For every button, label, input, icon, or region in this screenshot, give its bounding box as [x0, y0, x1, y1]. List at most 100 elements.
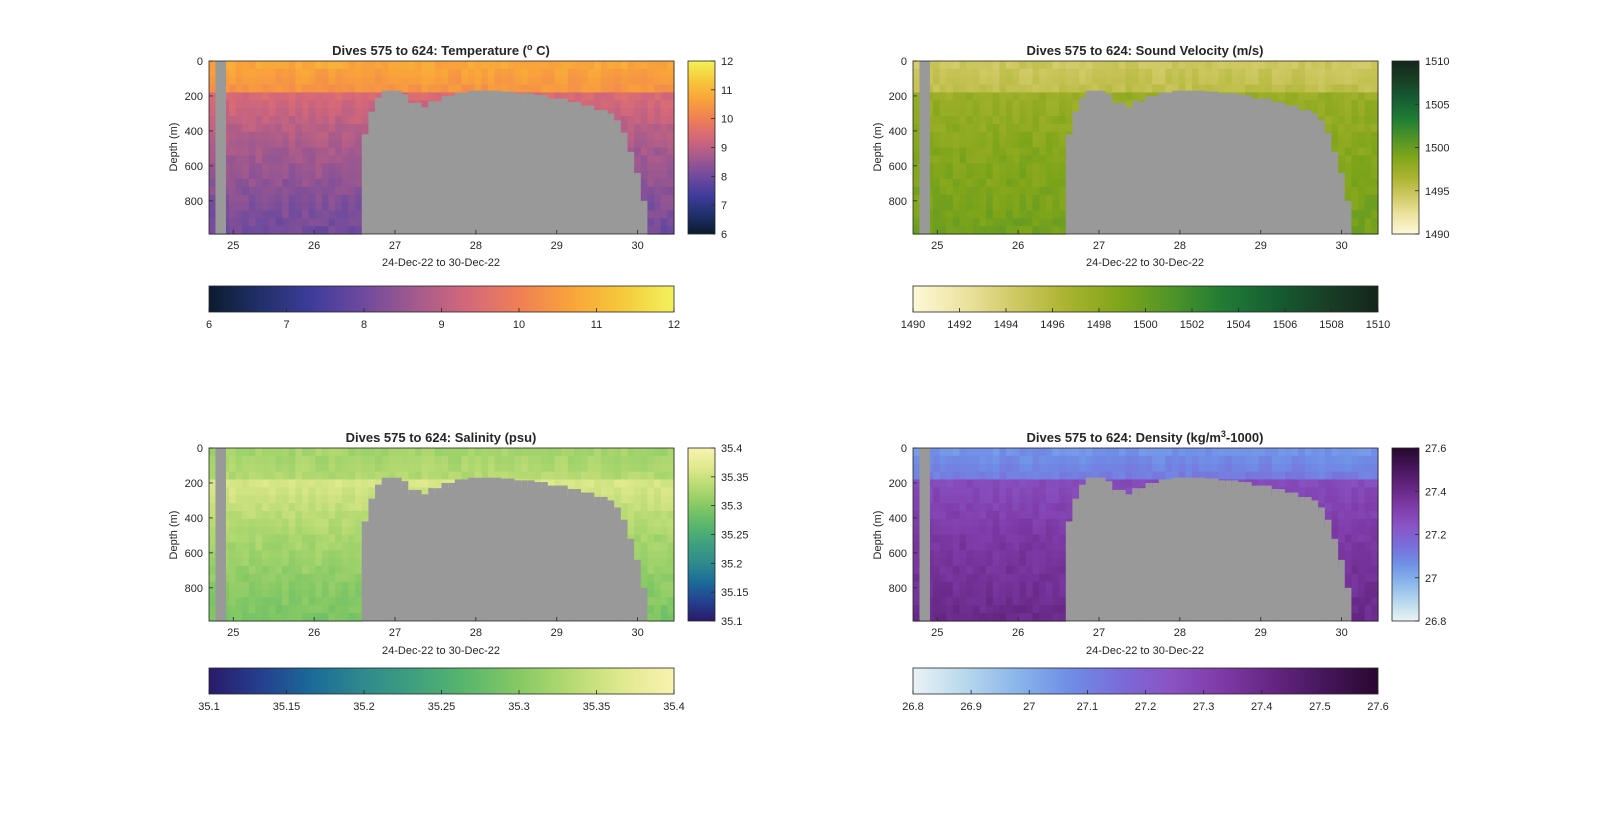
- salinity-cell: [248, 448, 257, 457]
- density-cell: [1025, 448, 1034, 457]
- density-cell: [959, 589, 967, 599]
- salinity-cell: [634, 455, 642, 465]
- salinity-cell: [295, 455, 303, 465]
- salinity-cell: [209, 471, 217, 481]
- sound-velocity-cell: [1172, 76, 1180, 86]
- sound-velocity-cell: [1025, 210, 1034, 219]
- temperature-cell: [620, 84, 629, 94]
- salinity-cell: [355, 565, 363, 575]
- sound-velocity-cell: [946, 186, 954, 196]
- temperature-cell: [361, 76, 370, 86]
- sound-velocity-cell: [1291, 76, 1299, 86]
- sound-velocity-x-label: 24-Dec-22 to 30-Dec-22: [1086, 257, 1204, 269]
- salinity-cell: [315, 503, 323, 512]
- salinity-y-tick-label: 800: [185, 583, 203, 595]
- sound-velocity-cell: [1105, 76, 1113, 86]
- sound-velocity-cell: [966, 139, 974, 149]
- salinity-cell: [660, 471, 668, 481]
- temperature-cell: [282, 100, 290, 109]
- sound-velocity-cell: [1304, 84, 1313, 94]
- temperature-cell: [388, 76, 396, 86]
- sound-velocity-cell: [1025, 171, 1034, 180]
- temperature-cell: [328, 76, 336, 86]
- salinity-cell: [627, 503, 635, 512]
- temperature-cell: [288, 194, 296, 204]
- salinity-cell: [561, 471, 569, 481]
- density-cell: [1012, 550, 1020, 559]
- density-cell: [1185, 455, 1193, 465]
- sound-velocity-cell: [959, 123, 967, 133]
- density-cell: [1045, 565, 1054, 575]
- salinity-cell: [302, 589, 310, 599]
- temperature-cell: [248, 171, 257, 180]
- temperature-cell: [242, 163, 250, 172]
- sound-velocity-cell: [1298, 92, 1306, 101]
- sound-velocity-cell: [1039, 210, 1047, 219]
- density-cell: [1351, 448, 1359, 457]
- sound-velocity-cell: [1344, 68, 1353, 78]
- sound-velocity-cell: [1245, 76, 1253, 86]
- salinity-cell: [275, 518, 283, 528]
- salinity-cell: [640, 487, 649, 496]
- density-cell: [932, 589, 941, 599]
- density-cell: [1012, 605, 1020, 614]
- density-colorbar-h-tick-label: 27.2: [1135, 701, 1156, 713]
- temperature-cell: [255, 76, 263, 86]
- density-cell: [1371, 542, 1379, 551]
- temperature-cell: [660, 147, 668, 156]
- sound-velocity-cell: [1251, 84, 1260, 94]
- temperature-cell: [228, 84, 237, 94]
- salinity-cell: [288, 534, 296, 543]
- sound-velocity-cell: [932, 226, 941, 235]
- density-cell: [1065, 495, 1074, 504]
- salinity-cell: [242, 518, 250, 528]
- temperature-cell: [534, 68, 542, 78]
- sound-velocity-colorbar-horizontal: 1490 1492 1494 1496 1498 1500 1502 1504 1506 1508…: [901, 285, 1390, 331]
- temperature-cell: [667, 131, 675, 141]
- salinity-cell: [600, 479, 609, 488]
- sound-velocity-cell: [1371, 84, 1379, 94]
- density-cell: [1211, 463, 1220, 473]
- density-cell: [1364, 526, 1372, 536]
- temperature-cell: [255, 155, 263, 164]
- sound-velocity-cell: [999, 218, 1007, 227]
- sound-velocity-cell: [979, 68, 987, 78]
- temperature-cell: [667, 202, 675, 212]
- sound-velocity-cell: [1225, 61, 1233, 70]
- temperature-y-tick-label: 200: [185, 91, 203, 103]
- salinity-seafloor-mask: [434, 488, 443, 621]
- temperature-cell: [295, 139, 303, 149]
- temperature-colorbar-v-tick-label: 12: [721, 56, 733, 68]
- sound-velocity-cell: [1205, 68, 1213, 78]
- sound-velocity-cell: [1298, 84, 1306, 94]
- density-cell: [1351, 589, 1359, 599]
- sound-velocity-cell: [952, 186, 961, 196]
- sound-velocity-cell: [1351, 155, 1359, 164]
- sound-velocity-cell: [1358, 84, 1366, 94]
- density-cell: [1351, 542, 1359, 551]
- salinity-cell: [348, 597, 356, 606]
- density-cell: [1291, 479, 1299, 488]
- sound-velocity-cell: [979, 76, 987, 86]
- density-cell: [959, 550, 967, 559]
- salinity-cell: [315, 573, 323, 583]
- temperature-cell: [248, 116, 257, 125]
- sound-velocity-cell: [913, 186, 921, 196]
- density-cell: [1278, 471, 1286, 481]
- sound-velocity-cell: [1245, 61, 1253, 70]
- density-cell: [1344, 495, 1353, 504]
- sound-velocity-cell: [986, 108, 994, 117]
- salinity-cell: [282, 448, 290, 457]
- temperature-cell: [620, 100, 629, 109]
- sound-velocity-cell: [1351, 84, 1359, 94]
- salinity-cell: [488, 455, 496, 465]
- salinity-cell: [647, 565, 655, 575]
- density-cell: [913, 510, 921, 520]
- salinity-cell: [302, 463, 310, 473]
- sound-velocity-cell: [999, 92, 1007, 101]
- sound-velocity-cell: [1331, 147, 1339, 156]
- temperature-cell: [454, 61, 463, 70]
- temperature-cell: [315, 61, 323, 70]
- density-cell: [1059, 558, 1067, 567]
- salinity-cell: [541, 455, 549, 465]
